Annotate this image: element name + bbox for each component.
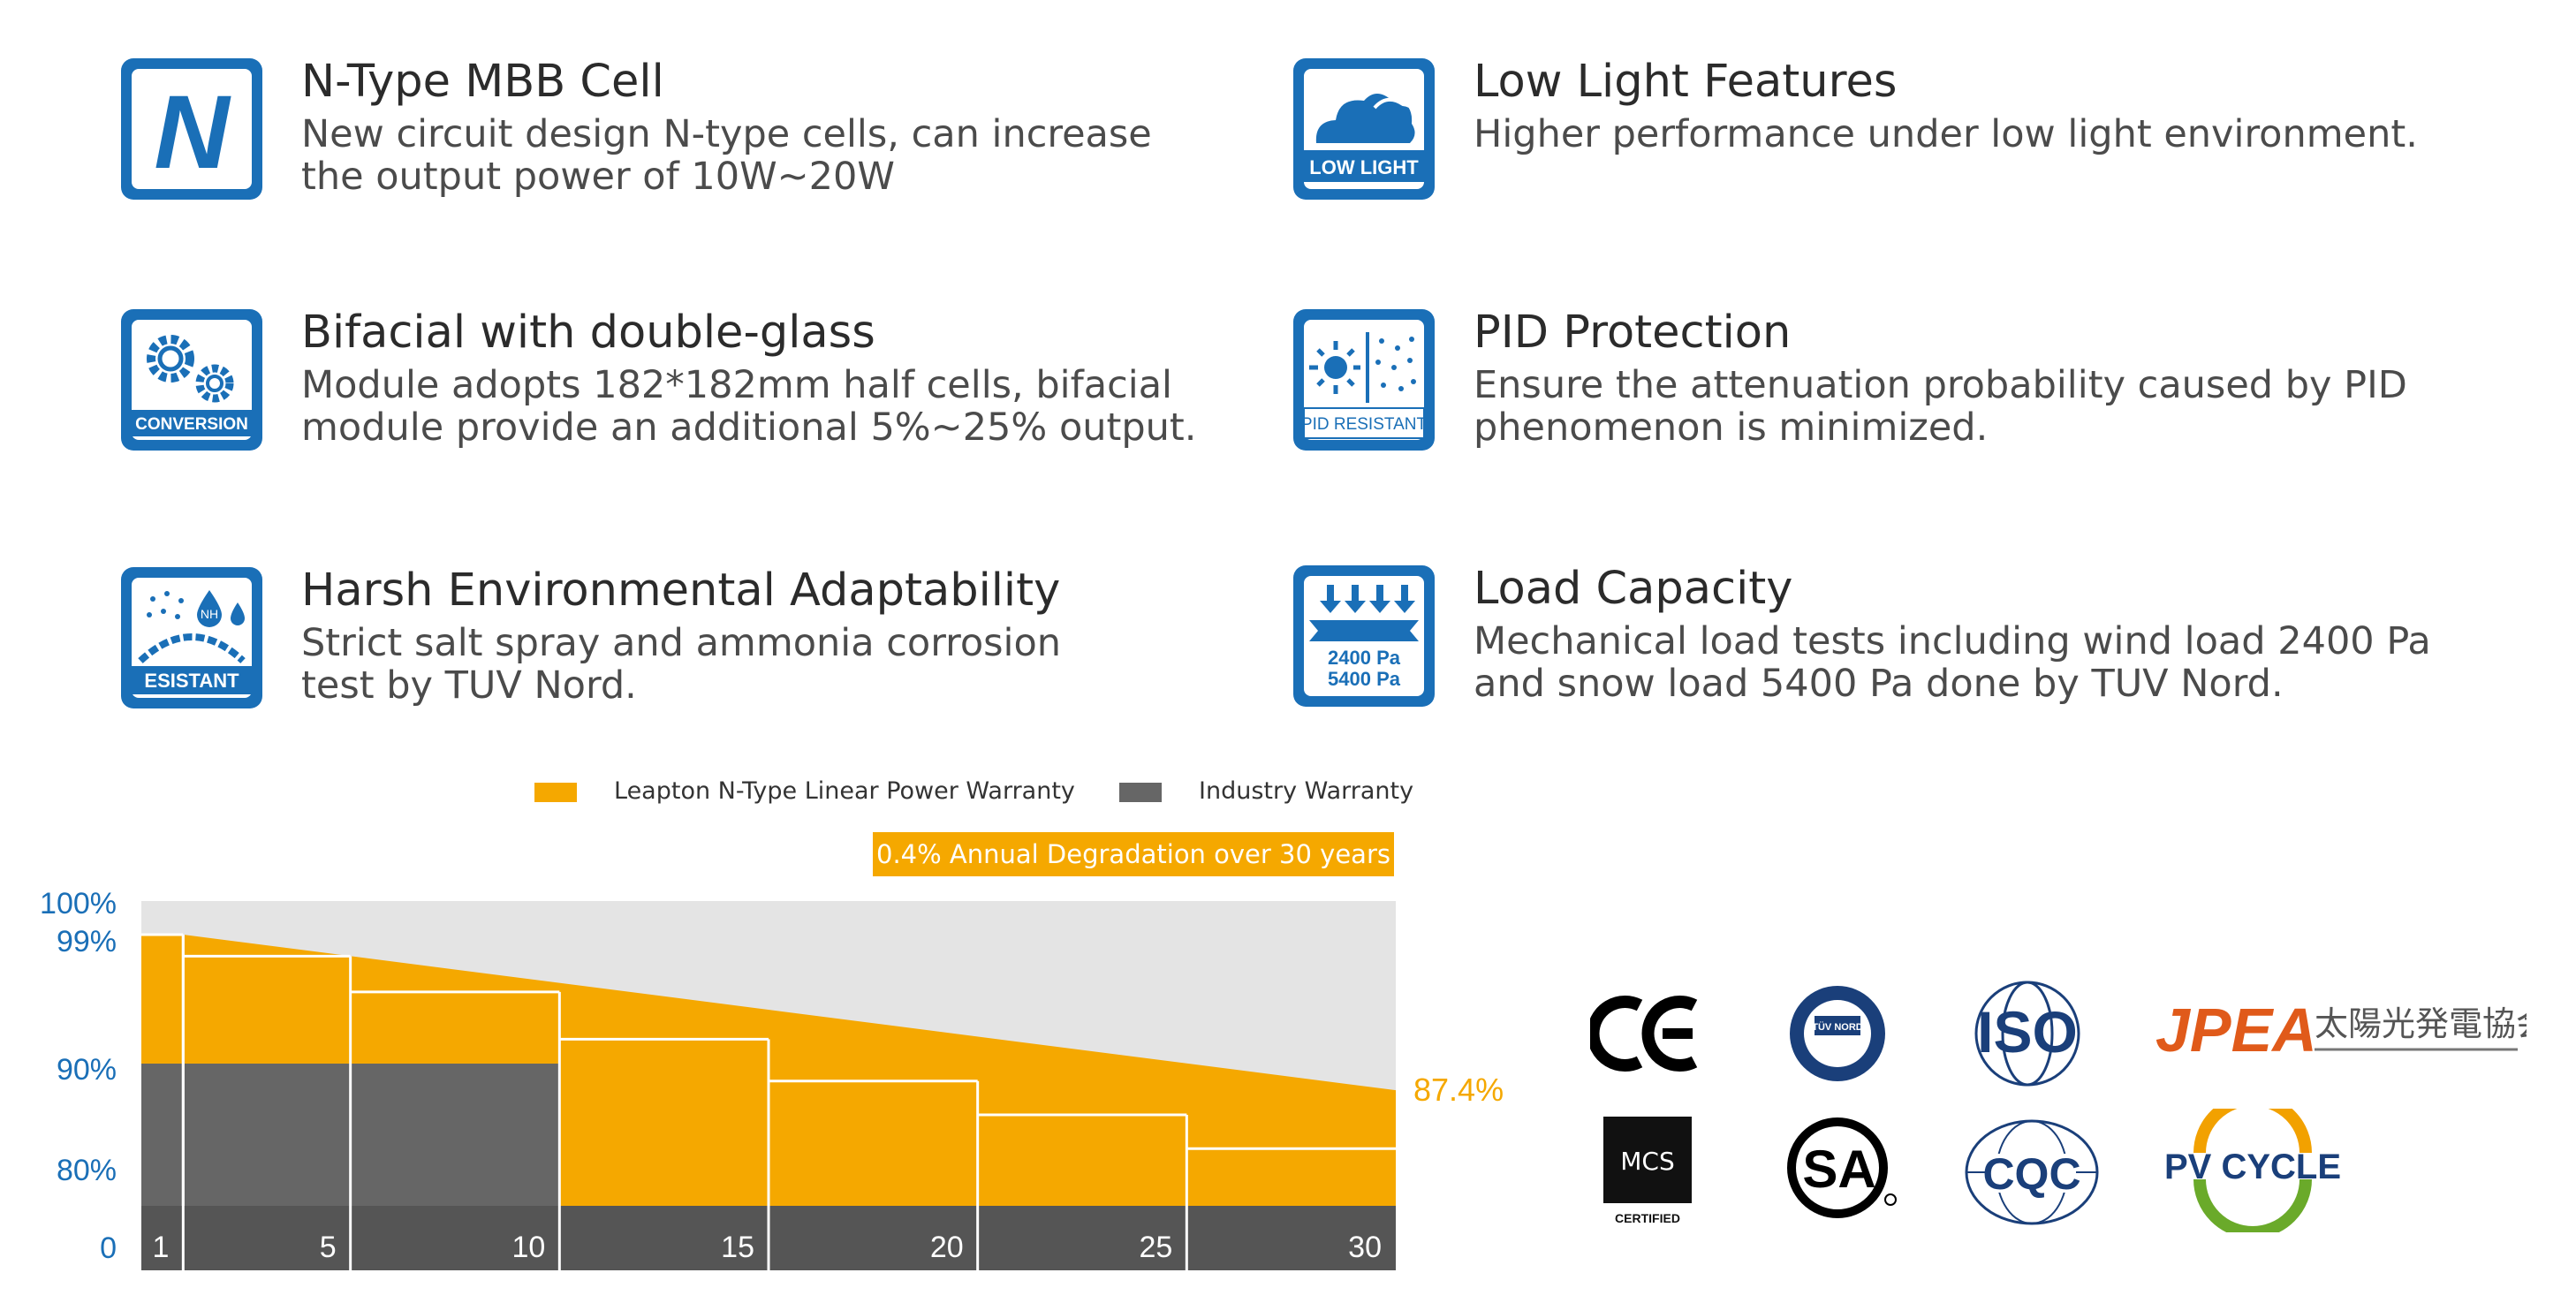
x-tick-label: 1 <box>153 1231 170 1264</box>
svg-text:CONVERSION: CONVERSION <box>135 415 248 434</box>
svg-text:CQC: CQC <box>1982 1149 2080 1199</box>
legend-swatch-orange <box>534 782 577 802</box>
x-tick-label: 5 <box>320 1231 337 1264</box>
feature-harsh-environment: NH ESISTANT Harsh Environmental Adaptabi… <box>117 564 1266 723</box>
feature-title: Bifacial with double-glass <box>301 307 875 359</box>
x-tick-label: 25 <box>1140 1231 1173 1264</box>
x-tick-label: 10 <box>512 1231 546 1264</box>
n-type-icon: N <box>121 58 262 200</box>
feature-bifacial: CONVERSION Bifacial with double-glass Mo… <box>117 306 1266 465</box>
csa-logo: SA <box>1787 1117 1897 1218</box>
svg-text:PID RESISTANT: PID RESISTANT <box>1301 415 1428 434</box>
svg-text:2400 Pa: 2400 Pa <box>1328 647 1401 669</box>
svg-text:MCS: MCS <box>1620 1147 1674 1176</box>
svg-text:太陽光発電協会: 太陽光発電協会 <box>2315 1004 2527 1043</box>
feature-load-capacity: 2400 Pa 5400 Pa Load Capacity Mechanical… <box>1290 562 2438 721</box>
resistant-icon: NH ESISTANT <box>121 567 262 708</box>
svg-text:ISO: ISO <box>1977 999 2078 1064</box>
feature-title: Low Light Features <box>1474 56 1898 108</box>
feature-title: N-Type MBB Cell <box>301 56 664 108</box>
degradation-label: 0.4% Annual Degradation over 30 years <box>873 832 1394 876</box>
svg-text:NH: NH <box>201 607 218 621</box>
cqc-logo: CQC <box>1965 1119 2099 1225</box>
tuv-nord-logo: TÜV NORD <box>1790 986 1885 1081</box>
feature-title: Harsh Environmental Adaptability <box>301 564 1061 617</box>
conversion-icon: CONVERSION <box>121 309 262 451</box>
load-capacity-icon: 2400 Pa 5400 Pa <box>1293 565 1435 707</box>
feature-description: New circuit design N-type cells, can inc… <box>301 112 1152 199</box>
legend-industry: Industry Warranty <box>1119 777 1413 805</box>
y-tick-label: 80% <box>57 1154 117 1187</box>
pid-resistant-icon: PID RESISTANT <box>1293 309 1435 451</box>
feature-description: Ensure the attenuation probability cause… <box>1474 363 2407 450</box>
feature-pid-protection: PID RESISTANT PID Protection Ensure the … <box>1290 306 2438 465</box>
pv-cycle-logo: PV CYCLE <box>2164 1109 2341 1232</box>
iso-logo: ISO <box>1974 981 2080 1087</box>
legend-label: Leapton N-Type Linear Power Warranty <box>614 777 1075 805</box>
jpea-logo: JPEA 太陽光発電協会 <box>2156 996 2527 1064</box>
y-tick-label: 0 <box>100 1231 117 1265</box>
x-tick-label: 20 <box>930 1231 964 1264</box>
legend-swatch-gray <box>1119 782 1162 802</box>
legend-leapton: Leapton N-Type Linear Power Warranty <box>534 777 1075 805</box>
low-light-icon: LOW LIGHT <box>1293 58 1435 200</box>
end-value-label: 87.4% <box>1413 1072 1504 1108</box>
feature-description: Higher performance under low light envir… <box>1474 112 2418 156</box>
y-tick-label: 99% <box>57 925 117 958</box>
svg-text:ESISTANT: ESISTANT <box>144 670 239 692</box>
svg-text:JPEA: JPEA <box>2156 996 2317 1064</box>
y-tick-label: 100% <box>40 887 117 920</box>
mcs-logo: MCS CERTIFIED <box>1603 1117 1692 1225</box>
svg-text:LOW LIGHT: LOW LIGHT <box>1309 156 1419 178</box>
feature-title: Load Capacity <box>1474 563 1793 615</box>
feature-n-type: N N-Type MBB Cell New circuit design N-t… <box>117 55 1266 214</box>
feature-title: PID Protection <box>1474 307 1792 359</box>
legend-label: Industry Warranty <box>1199 777 1414 805</box>
y-tick-label: 90% <box>57 1053 117 1087</box>
feature-description: Module adopts 182*182mm half cells, bifa… <box>301 363 1197 450</box>
svg-text:CERTIFIED: CERTIFIED <box>1615 1211 1680 1225</box>
x-tick-label: 30 <box>1348 1231 1382 1264</box>
svg-text:N: N <box>154 74 231 191</box>
svg-text:PV CYCLE: PV CYCLE <box>2164 1148 2341 1186</box>
feature-low-light: LOW LIGHT Low Light Features Higher perf… <box>1290 55 2438 214</box>
svg-text:TÜV NORD: TÜV NORD <box>1812 1021 1863 1033</box>
ce-logo <box>1590 996 1698 1072</box>
feature-description: Strict salt spray and ammonia corrosion … <box>301 621 1062 708</box>
feature-description: Mechanical load tests including wind loa… <box>1474 619 2431 706</box>
svg-text:5400 Pa: 5400 Pa <box>1328 668 1401 690</box>
svg-text:SA: SA <box>1802 1140 1875 1199</box>
x-tick-label: 15 <box>721 1231 754 1264</box>
